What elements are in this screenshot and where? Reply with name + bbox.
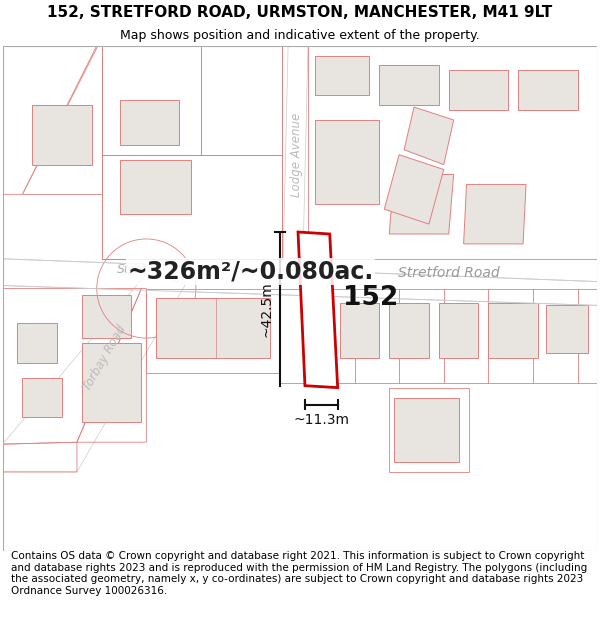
- Text: ~11.3m: ~11.3m: [293, 414, 349, 428]
- Polygon shape: [389, 174, 454, 234]
- Text: Lodge Avenue: Lodge Avenue: [290, 112, 302, 197]
- Polygon shape: [340, 303, 379, 358]
- Text: Torbay Road: Torbay Road: [81, 323, 128, 393]
- Polygon shape: [82, 343, 142, 422]
- Text: Stret: Stret: [116, 263, 147, 276]
- Polygon shape: [22, 378, 62, 418]
- Polygon shape: [439, 303, 478, 358]
- Polygon shape: [2, 46, 97, 194]
- Polygon shape: [449, 71, 508, 110]
- Polygon shape: [82, 296, 131, 338]
- Text: Contains OS data © Crown copyright and database right 2021. This information is : Contains OS data © Crown copyright and d…: [11, 551, 587, 596]
- Polygon shape: [283, 46, 308, 259]
- Polygon shape: [518, 71, 578, 110]
- Polygon shape: [464, 184, 526, 244]
- Polygon shape: [315, 120, 379, 204]
- Polygon shape: [379, 66, 439, 105]
- Polygon shape: [298, 232, 338, 388]
- Polygon shape: [119, 159, 191, 214]
- Polygon shape: [2, 259, 598, 306]
- Polygon shape: [315, 56, 370, 95]
- Polygon shape: [156, 298, 270, 358]
- Text: Stretford Road: Stretford Road: [398, 266, 500, 279]
- Polygon shape: [404, 107, 454, 164]
- Polygon shape: [22, 46, 102, 194]
- Text: 152: 152: [343, 286, 398, 311]
- Polygon shape: [32, 105, 92, 164]
- Text: ~42.5m: ~42.5m: [259, 281, 273, 337]
- Polygon shape: [17, 323, 57, 363]
- Polygon shape: [394, 398, 458, 462]
- Polygon shape: [389, 303, 429, 358]
- Polygon shape: [2, 274, 186, 472]
- Polygon shape: [102, 46, 282, 259]
- Text: 152, STRETFORD ROAD, URMSTON, MANCHESTER, M41 9LT: 152, STRETFORD ROAD, URMSTON, MANCHESTER…: [47, 5, 553, 20]
- Text: ~326m²/~0.080ac.: ~326m²/~0.080ac.: [127, 259, 374, 284]
- Polygon shape: [488, 303, 538, 358]
- Polygon shape: [119, 100, 179, 145]
- Polygon shape: [384, 154, 444, 224]
- Text: Map shows position and indicative extent of the property.: Map shows position and indicative extent…: [120, 29, 480, 42]
- Polygon shape: [546, 306, 587, 353]
- Polygon shape: [308, 46, 598, 259]
